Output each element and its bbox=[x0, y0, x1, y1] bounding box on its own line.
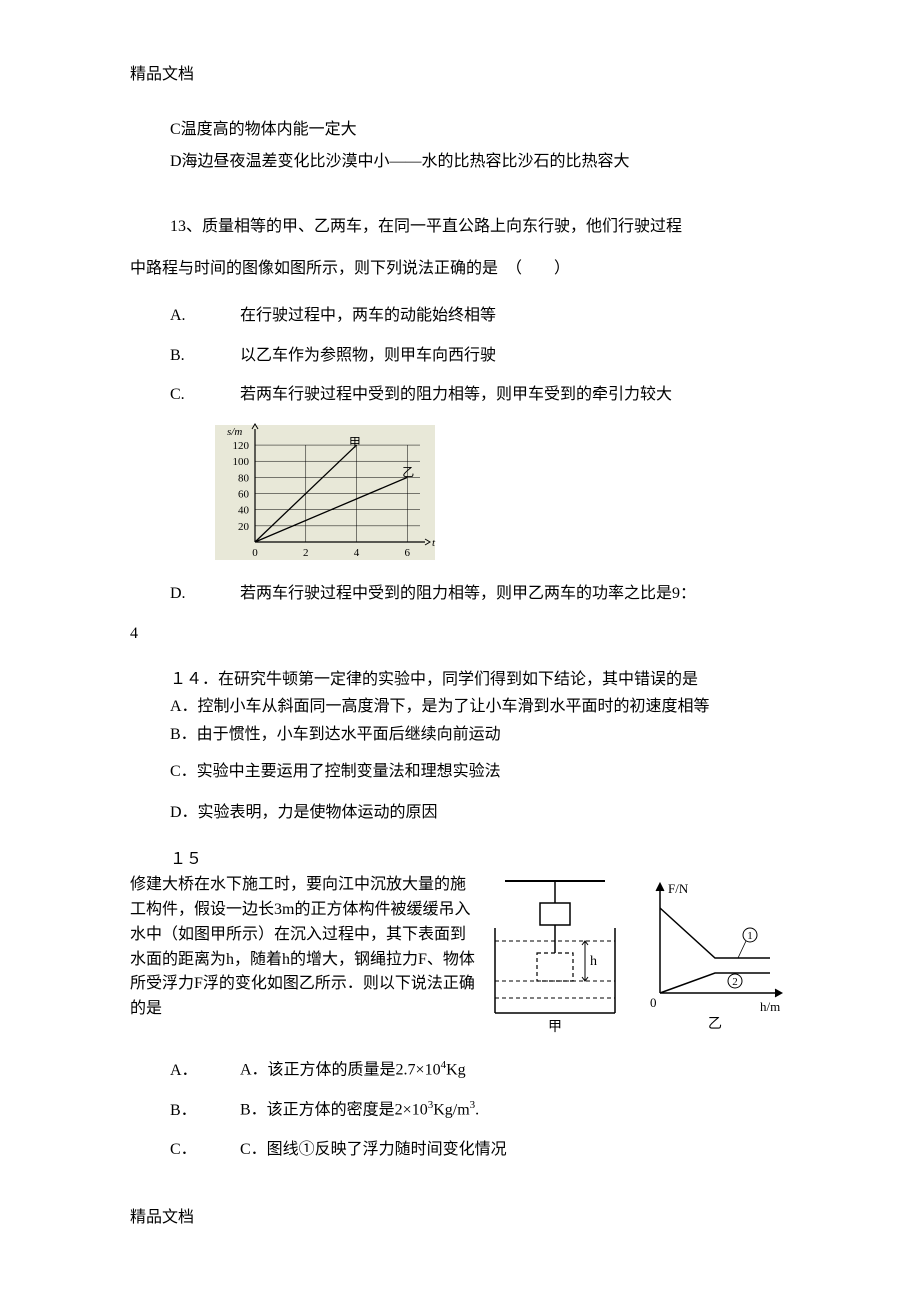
q14-title: １４．在研究牛顿第一定律的实验中，同学们得到如下结论，其中错误的是 bbox=[170, 666, 790, 693]
q13-option-a: A. 在行驶过程中，两车的动能始终相等 bbox=[170, 303, 790, 329]
svg-text:6: 6 bbox=[405, 547, 411, 559]
svg-text:1: 1 bbox=[747, 930, 753, 942]
option-text: C．图线①反映了浮力随时间变化情况 bbox=[240, 1137, 790, 1163]
svg-text:甲: 甲 bbox=[548, 1020, 562, 1035]
option-text: B．该正方体的密度是2×103Kg/m3. bbox=[240, 1097, 790, 1123]
q15-figure-jia: h甲 bbox=[485, 873, 625, 1043]
q13-intro-line1: 13、质量相等的甲、乙两车，在同一平直公路上向东行驶，他们行驶过程 bbox=[170, 218, 682, 235]
q13-option-d-cont: 4 bbox=[130, 621, 790, 647]
svg-text:2: 2 bbox=[732, 976, 738, 988]
text: B．该正方体的密度是2×10 bbox=[240, 1102, 428, 1119]
q14-option-d: D．实验表明，力是使物体运动的原因 bbox=[170, 799, 790, 826]
option-text: 若两车行驶过程中受到的阻力相等，则甲乙两车的功率之比是9： bbox=[240, 581, 790, 607]
svg-text:h: h bbox=[590, 954, 597, 969]
svg-text:80: 80 bbox=[238, 472, 250, 484]
q14-option-c: C．实验中主要运用了控制变量法和理想实验法 bbox=[170, 758, 790, 785]
option-letter: D. bbox=[170, 581, 240, 607]
option-letter: C. bbox=[170, 382, 240, 408]
svg-text:t: t bbox=[432, 537, 436, 549]
svg-text:0: 0 bbox=[252, 547, 258, 559]
page-header: 精品文档 bbox=[130, 60, 790, 84]
q14-option-a: A．控制小车从斜面同一高度滑下，是为了让小车滑到水平面时的初速度相等 bbox=[170, 693, 790, 720]
q13-option-d: D. 若两车行驶过程中受到的阻力相等，则甲乙两车的功率之比是9： bbox=[170, 581, 790, 607]
q15-row: 修建大桥在水下施工时，要向江中沉放大量的施工构件，假设一边长3m的正方体构件被缓… bbox=[130, 873, 790, 1043]
svg-text:F/N: F/N bbox=[668, 881, 689, 896]
svg-text:甲: 甲 bbox=[349, 436, 361, 450]
q13-intro: 13、质量相等的甲、乙两车，在同一平直公路上向东行驶，他们行驶过程 中路程与时间… bbox=[130, 206, 790, 289]
option-letter: C． bbox=[170, 1137, 240, 1163]
svg-text:4: 4 bbox=[354, 547, 360, 559]
option-letter: B． bbox=[170, 1098, 240, 1124]
option-letter: A． bbox=[170, 1058, 240, 1084]
svg-text:0: 0 bbox=[650, 995, 657, 1010]
q12-option-c: C温度高的物体内能一定大 bbox=[170, 114, 790, 146]
option-letter: B. bbox=[170, 343, 240, 369]
svg-text:s/m: s/m bbox=[227, 426, 242, 438]
text: A．该正方体的质量是2.7×10 bbox=[240, 1062, 441, 1079]
page-footer: 精品文档 bbox=[130, 1203, 790, 1227]
svg-text:20: 20 bbox=[238, 521, 250, 533]
q13-option-c: C. 若两车行驶过程中受到的阻力相等，则甲车受到的牵引力较大 bbox=[170, 382, 790, 408]
svg-text:乙: 乙 bbox=[402, 465, 414, 479]
q14-option-b: B．由于惯性，小车到达水平面后继续向前运动 bbox=[170, 721, 790, 748]
q15-option-b: B． B．该正方体的密度是2×103Kg/m3. bbox=[170, 1097, 790, 1123]
text: . bbox=[475, 1102, 479, 1119]
q13-option-b: B. 以乙车作为参照物，则甲车向西行驶 bbox=[170, 343, 790, 369]
q13-intro-line2: 中路程与时间的图像如图所示，则下列说法正确的是 （ ） bbox=[130, 260, 570, 277]
text: Kg bbox=[446, 1062, 466, 1079]
q13-chart: 20 40 60 80 100 120 0 2 4 6 s/m t 甲乙 bbox=[210, 422, 790, 567]
q15-option-a: A． A．该正方体的质量是2.7×104Kg bbox=[170, 1057, 790, 1083]
svg-text:2: 2 bbox=[303, 547, 309, 559]
option-text: 在行驶过程中，两车的动能始终相等 bbox=[240, 303, 790, 329]
option-text: 若两车行驶过程中受到的阻力相等，则甲车受到的牵引力较大 bbox=[240, 382, 790, 408]
q15-text: 修建大桥在水下施工时，要向江中沉放大量的施工构件，假设一边长3m的正方体构件被缓… bbox=[130, 873, 475, 1022]
q12-option-d: D海边昼夜温差变化比沙漠中小——水的比热容比沙石的比热容大 bbox=[170, 146, 790, 178]
svg-text:h/m: h/m bbox=[760, 999, 780, 1014]
text: Kg/m bbox=[433, 1102, 469, 1119]
option-text: A．该正方体的质量是2.7×104Kg bbox=[240, 1057, 790, 1083]
q15-option-c: C． C．图线①反映了浮力随时间变化情况 bbox=[170, 1137, 790, 1163]
svg-text:120: 120 bbox=[233, 440, 250, 452]
option-text: 以乙车作为参照物，则甲车向西行驶 bbox=[240, 343, 790, 369]
svg-text:100: 100 bbox=[233, 456, 250, 468]
q15-figure-yi: F/N h/m 0 1 2 乙 bbox=[635, 873, 790, 1043]
svg-text:60: 60 bbox=[238, 489, 250, 501]
option-letter: A. bbox=[170, 303, 240, 329]
svg-text:40: 40 bbox=[238, 505, 250, 517]
q15-number: １５ bbox=[170, 846, 790, 873]
svg-text:乙: 乙 bbox=[708, 1016, 722, 1032]
